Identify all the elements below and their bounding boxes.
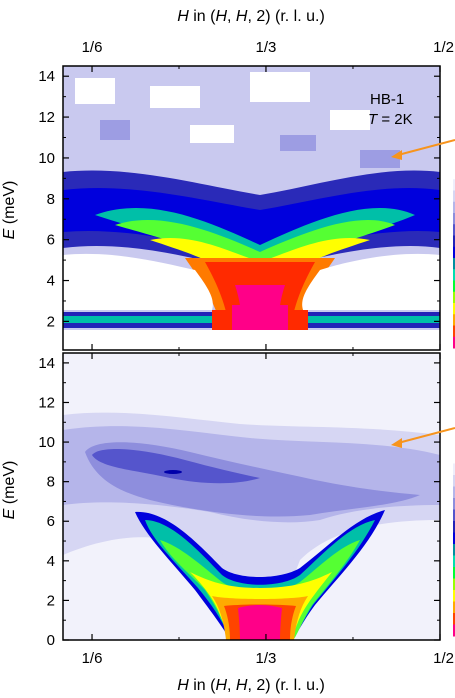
color-scale-step	[453, 325, 455, 338]
color-scale-step	[453, 578, 455, 591]
color-scale-step	[453, 280, 455, 293]
y-tick-label: 10	[38, 434, 55, 451]
color-scale-step	[453, 613, 455, 625]
bottom-arrow-head	[391, 438, 402, 448]
bottom-y-axis-title: E (meV)	[1, 461, 18, 520]
color-scale-step	[453, 486, 455, 499]
top-y-tick-labels: 2 4 6 8 10 12 14	[38, 68, 55, 330]
top-x-tick-labels: 1/6 1/3 1/2	[82, 39, 454, 56]
color-scale-step	[453, 258, 455, 270]
low-intensity-patch	[190, 125, 234, 143]
top-flat-mode-rod-core	[232, 305, 288, 330]
bottom-arrow-shaft	[397, 427, 455, 444]
color-scale-step	[453, 544, 455, 556]
color-scale-step	[453, 498, 455, 510]
y-tick-label: 12	[38, 394, 55, 411]
y-tick-label: 6	[47, 232, 55, 249]
color-scale-step	[453, 463, 455, 476]
color-scale-step	[453, 601, 455, 614]
y-tick-label: 14	[38, 355, 55, 372]
color-scale-step	[453, 303, 455, 315]
top-frame	[62, 65, 441, 351]
top-arrow-shaft	[397, 139, 455, 156]
color-scale-step	[453, 521, 455, 533]
y-tick-label: 14	[38, 68, 55, 85]
top-yellow-region	[150, 238, 370, 268]
color-scale-step	[453, 567, 455, 579]
y-tick-label: 8	[47, 474, 55, 491]
color-scale-step	[453, 336, 455, 349]
x-tick-label: 1/6	[82, 39, 103, 56]
color-scale-step	[453, 314, 455, 326]
x-tick-label: 1/3	[256, 650, 277, 667]
top-no-data-region	[63, 330, 440, 350]
bottom-panel: 0 2 4 6 8 10 12 14 1/6 1/3 1/2 E (meV) H in (H, H…	[1, 352, 455, 694]
x-tick-label: 1/6	[82, 650, 103, 667]
low-intensity-patch	[330, 110, 370, 130]
x-tick-label: 1/2	[433, 650, 454, 667]
top-arrow-head	[391, 150, 402, 160]
x-tick-label: 1/3	[256, 39, 277, 56]
top-green-region	[115, 220, 395, 262]
top-color-scale	[453, 168, 455, 349]
mid-intensity-patch	[360, 150, 400, 168]
color-scale-step	[453, 190, 455, 203]
low-intensity-patch	[75, 78, 115, 104]
bottom-y-tick-labels: 0 2 4 6 8 10 12 14	[38, 355, 55, 649]
color-scale-step	[453, 590, 455, 602]
top-noise-patches	[75, 72, 400, 168]
temperature-label: T = 2K	[368, 111, 413, 128]
top-lower-white-right	[302, 253, 440, 310]
bottom-x-axis-title: H in (H, H, 2) (r. l. u.)	[177, 677, 325, 694]
mid-intensity-patch	[280, 135, 316, 151]
color-scale-step	[453, 246, 455, 259]
top-x-axis-title: H in (H, H, 2) (r. l. u.)	[177, 8, 325, 25]
color-scale-step	[453, 555, 455, 568]
y-tick-label: 2	[47, 592, 55, 609]
color-scale-step	[453, 624, 455, 637]
bottom-color-scale	[453, 452, 455, 637]
top-upper-mode-band-inner	[63, 188, 440, 256]
color-scale-step	[453, 168, 455, 180]
low-intensity-patch	[250, 72, 310, 102]
color-scale-step	[453, 509, 455, 522]
top-panel: 2 4 6 8 10 12 14 1/6 1/3 1/2 E (meV) H in (H, H,…	[1, 8, 455, 351]
y-tick-label: 0	[47, 632, 55, 649]
color-scale-step	[453, 201, 455, 214]
top-lower-white-left	[63, 253, 213, 310]
bottom-upper-mode-inner	[92, 448, 260, 484]
bottom-v-core	[238, 605, 282, 640]
bottom-x-tick-labels: 1/6 1/3 1/2	[82, 650, 454, 667]
color-scale-step	[453, 213, 455, 225]
top-ticks	[63, 66, 441, 350]
y-tick-label: 4	[47, 273, 55, 290]
color-scale-step	[453, 224, 455, 236]
y-tick-label: 10	[38, 150, 55, 167]
y-tick-label: 4	[47, 553, 55, 570]
color-scale-step	[453, 235, 455, 248]
intensity-max-spot	[164, 470, 182, 474]
color-scale-step	[453, 475, 455, 487]
bottom-inner-gap	[220, 536, 300, 564]
color-scale-step	[453, 291, 455, 304]
y-tick-label: 12	[38, 109, 55, 126]
x-tick-label: 1/2	[433, 39, 454, 56]
low-intensity-patch	[150, 86, 200, 108]
color-scale-step	[453, 532, 455, 545]
color-scale-step	[453, 179, 455, 191]
top-y-axis-title: E (meV)	[1, 181, 18, 240]
color-scale-step	[453, 269, 455, 281]
y-tick-label: 6	[47, 513, 55, 530]
y-tick-label: 2	[47, 313, 55, 330]
instrument-label: HB-1	[370, 91, 404, 108]
bottom-frame	[62, 352, 441, 641]
bottom-ticks	[63, 353, 441, 641]
color-scale-step	[453, 452, 455, 464]
mid-intensity-patch	[100, 120, 130, 140]
top-cyan-region	[95, 208, 415, 258]
y-tick-label: 8	[47, 191, 55, 208]
